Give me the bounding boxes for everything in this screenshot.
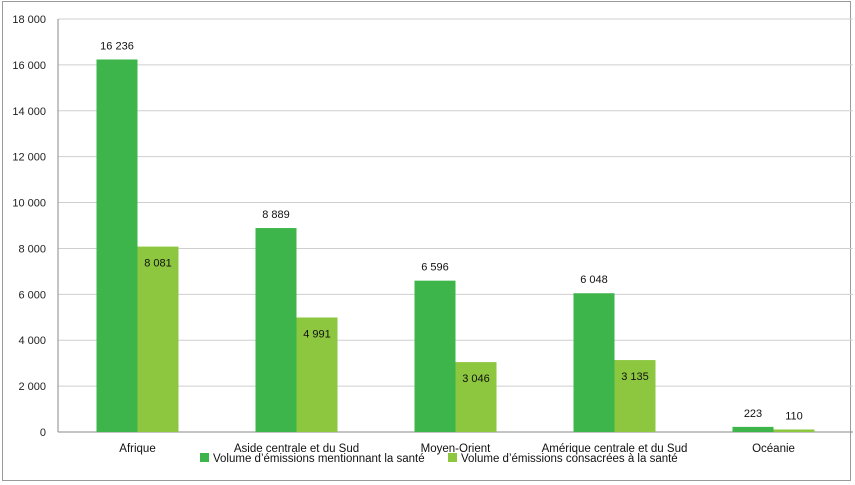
y-tick-label: 14 000 — [12, 106, 46, 118]
data-label: 223 — [744, 408, 762, 420]
y-tick-label: 10 000 — [12, 198, 46, 210]
x-category-label: Amérique centrale et du Sud — [542, 443, 688, 455]
y-tick-label: 4 000 — [18, 335, 46, 347]
bar-mentionnant-1 — [255, 228, 297, 432]
data-label: 16 236 — [100, 40, 134, 52]
legend-swatch — [200, 453, 209, 462]
bar-consacrees-2 — [455, 362, 497, 432]
data-label: 8 889 — [262, 209, 290, 221]
y-tick-label: 2 000 — [18, 381, 46, 393]
data-label: 110 — [785, 410, 803, 422]
data-label: 4 991 — [303, 328, 331, 340]
data-label: 3 135 — [621, 371, 649, 383]
y-tick-label: 18 000 — [12, 14, 46, 26]
x-category-label: Océanie — [752, 443, 795, 455]
bar-mentionnant-0 — [96, 59, 138, 432]
data-label: 3 046 — [462, 373, 490, 385]
bar-consacrees-3 — [614, 360, 656, 432]
x-category-label: Aside centrale et du Sud — [234, 443, 359, 455]
data-label: 6 048 — [580, 274, 608, 286]
y-tick-label: 0 — [40, 427, 46, 439]
y-tick-label: 16 000 — [12, 60, 46, 72]
x-category-label: Afrique — [119, 443, 155, 455]
y-tick-label: 6 000 — [18, 289, 46, 301]
legend-swatch — [448, 453, 457, 462]
data-label: 6 596 — [421, 262, 449, 274]
legend-label: Volume d’émissions consacrées à la santé — [461, 453, 678, 465]
bar-consacrees-4 — [773, 429, 815, 432]
bar-consacrees-0 — [137, 246, 179, 432]
bar-consacrees-1 — [296, 317, 338, 432]
legend-label: Volume d’émissions mentionnant la santé — [213, 453, 425, 465]
bar-mentionnant-3 — [573, 293, 615, 432]
y-tick-label: 8 000 — [18, 243, 46, 255]
data-label: 8 081 — [144, 258, 172, 270]
bar-mentionnant-2 — [414, 280, 456, 432]
x-category-label: Moyen-Orient — [421, 443, 491, 455]
bar-mentionnant-4 — [732, 426, 774, 432]
y-tick-label: 12 000 — [12, 152, 46, 164]
